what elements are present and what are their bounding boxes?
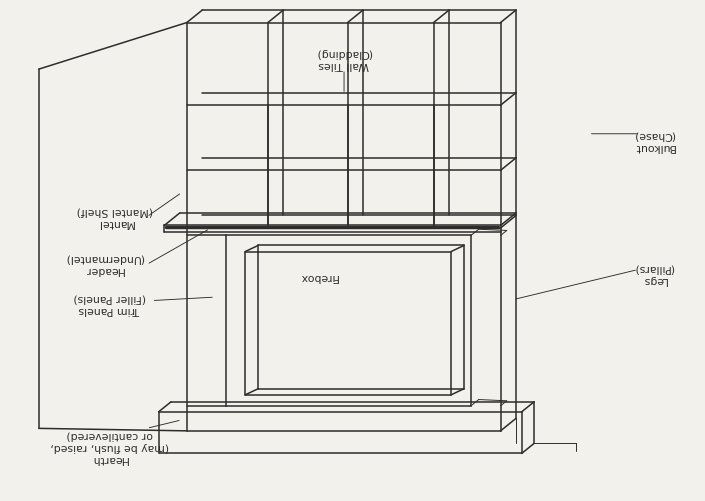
Text: Trim Panels
(Filler Panels): Trim Panels (Filler Panels)	[73, 293, 146, 315]
Text: Bulkout
(Chase): Bulkout (Chase)	[633, 130, 675, 152]
Text: Wall Tiles
(Cladding): Wall Tiles (Cladding)	[316, 48, 372, 70]
Text: Hearth
(may be flush, raised,
or cantilevered): Hearth (may be flush, raised, or cantile…	[50, 431, 168, 464]
Text: Header
(Undermantel): Header (Undermantel)	[65, 254, 144, 276]
Text: Legs
(Pillars): Legs (Pillars)	[634, 264, 675, 286]
Text: Mantel
(Mantel Shelf): Mantel (Mantel Shelf)	[77, 206, 153, 228]
Text: Firebox: Firebox	[299, 272, 338, 282]
